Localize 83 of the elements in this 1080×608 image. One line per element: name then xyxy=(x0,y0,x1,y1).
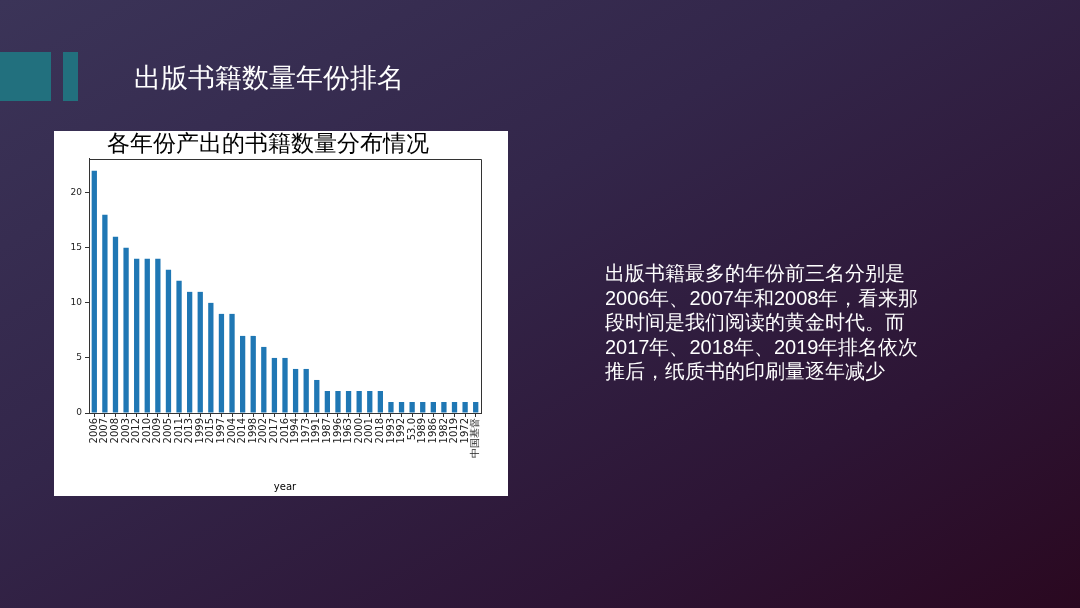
x-tick-label: 1972 xyxy=(458,418,470,444)
bar xyxy=(367,390,373,413)
bar xyxy=(314,379,320,413)
bar xyxy=(155,258,161,413)
x-tick-label: 1996 xyxy=(331,418,343,444)
x-tick-label: 1998 xyxy=(246,418,258,444)
bar xyxy=(292,368,299,413)
x-tick-label: 1982 xyxy=(437,418,449,444)
bar xyxy=(176,280,182,413)
y-tick-label: 10 xyxy=(70,297,83,308)
bar xyxy=(398,401,405,413)
x-tick-label: 2002 xyxy=(257,418,269,444)
x-tick-label: 2000 xyxy=(352,418,364,444)
bar xyxy=(261,346,267,413)
bar xyxy=(144,258,150,413)
bar xyxy=(197,291,203,413)
bar xyxy=(345,390,352,413)
y-tick-label: 0 xyxy=(76,407,83,418)
x-tick-label: 2007 xyxy=(98,418,110,444)
x-tick-label: 2004 xyxy=(225,418,237,444)
x-tick-label: 2010 xyxy=(140,418,152,444)
bar xyxy=(335,390,341,413)
bar xyxy=(377,390,383,413)
bar xyxy=(208,302,214,413)
bar xyxy=(441,401,447,413)
y-tick-label: 15 xyxy=(70,242,82,253)
bar xyxy=(250,335,256,413)
bar xyxy=(91,170,97,413)
x-tick-label: 2005 xyxy=(162,418,174,444)
x-tick-label: 1963 xyxy=(342,418,354,444)
bar xyxy=(430,401,436,413)
x-tick-label: 2015 xyxy=(204,418,216,444)
text: 出版书籍数量年份排名 xyxy=(134,62,404,95)
chart-title: 各年份产出的书籍数量分布情况 xyxy=(106,129,429,156)
bar xyxy=(303,368,309,413)
bar xyxy=(462,401,468,413)
x-tick-label: 2011 xyxy=(172,418,184,444)
x-tick-label: 1994 xyxy=(289,418,301,444)
x-tick-label: 2019 xyxy=(448,418,460,444)
x-tick-label: 中国基督 xyxy=(469,418,481,458)
bar xyxy=(165,269,172,413)
bar xyxy=(187,291,193,413)
bar xyxy=(112,236,119,413)
bar xyxy=(229,313,235,413)
x-tick-label: 2006 xyxy=(87,418,99,444)
bar xyxy=(282,357,288,413)
bar xyxy=(102,214,108,413)
bar xyxy=(409,401,415,413)
bar xyxy=(239,335,246,413)
bar xyxy=(473,401,479,413)
x-tick-label: 1989 xyxy=(416,418,428,444)
x-tick-label: 2017 xyxy=(268,418,279,444)
bar xyxy=(123,247,129,413)
x-tick-label: 2008 xyxy=(109,418,121,444)
bar xyxy=(134,258,140,413)
x-tick-label: 2012 xyxy=(130,418,142,444)
x-tick-label: 1986 xyxy=(426,418,438,444)
y-tick-label: 5 xyxy=(76,352,82,363)
bar xyxy=(271,357,278,413)
x-tick-label: 2009 xyxy=(151,418,163,444)
y-tick-label: 20 xyxy=(70,187,83,198)
bar xyxy=(356,390,362,413)
bar xyxy=(451,401,458,413)
x-tick-label: 1987 xyxy=(320,418,332,444)
x-tick-label: 2001 xyxy=(363,418,375,444)
x-tick-label: 1991 xyxy=(310,418,322,444)
bar xyxy=(324,390,331,413)
x-tick-label: 2013 xyxy=(183,418,195,444)
x-tick-label: 2016 xyxy=(278,418,290,444)
x-tick-label: 2003 xyxy=(119,418,131,444)
bar xyxy=(420,401,426,413)
x-tick-label: 1993 xyxy=(384,418,396,444)
x-tick-label: 1973 xyxy=(299,418,311,444)
bar xyxy=(218,313,225,413)
bar xyxy=(388,401,394,413)
x-tick-label: 1992 xyxy=(395,418,407,444)
x-tick-label: 1997 xyxy=(215,418,227,444)
text: 出版书籍最多的年份前三名分别是2006年、2007年和2008年，看来那段时间是我们阅读的黄金时代。而2017年、2018年、2019年排名依次推后，纸质书的印刷量逐年减少 xyxy=(605,261,920,384)
x-tick-label: 2014 xyxy=(236,418,248,444)
x-tick-label: 2018 xyxy=(373,418,385,444)
x-tick-label: 1999 xyxy=(193,418,205,444)
x-axis-title: year xyxy=(273,480,298,492)
x-tick-label: 53.0 xyxy=(405,418,417,441)
